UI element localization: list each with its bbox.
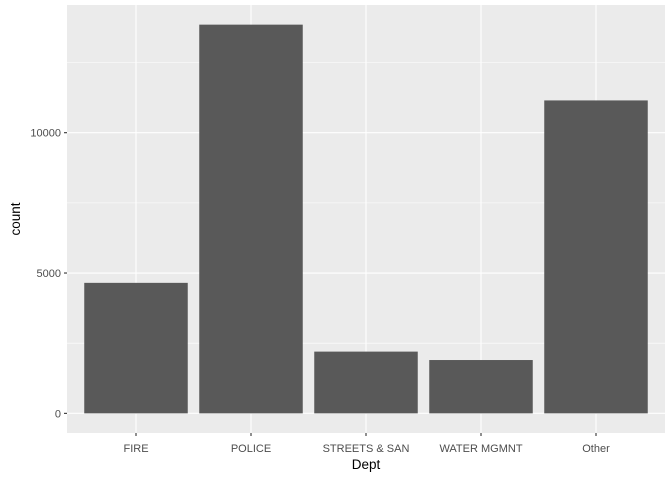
bar-fire (84, 282, 188, 414)
y-tick-label: 5000 (37, 268, 61, 280)
y-axis-title: count (8, 202, 23, 235)
x-tick-label: STREETS & SAN (323, 443, 410, 455)
y-axis-ticks: 0 5000 10000 (30, 128, 67, 420)
x-tick-label: FIRE (123, 443, 148, 455)
y-tick-label: 0 (55, 408, 61, 420)
x-tick-label: Other (582, 443, 610, 455)
x-axis-title: Dept (352, 457, 381, 472)
bars (84, 24, 648, 414)
x-axis-ticks: FIRE POLICE STREETS & SAN WATER MGMNT Other (123, 433, 610, 455)
bar-other (544, 100, 648, 414)
bar-police (199, 24, 303, 414)
x-tick-label: WATER MGMNT (439, 443, 522, 455)
bar-streets-san (314, 351, 418, 414)
bar-water-mgmnt (429, 360, 533, 414)
y-tick-label: 10000 (30, 128, 61, 140)
x-tick-label: POLICE (231, 443, 271, 455)
